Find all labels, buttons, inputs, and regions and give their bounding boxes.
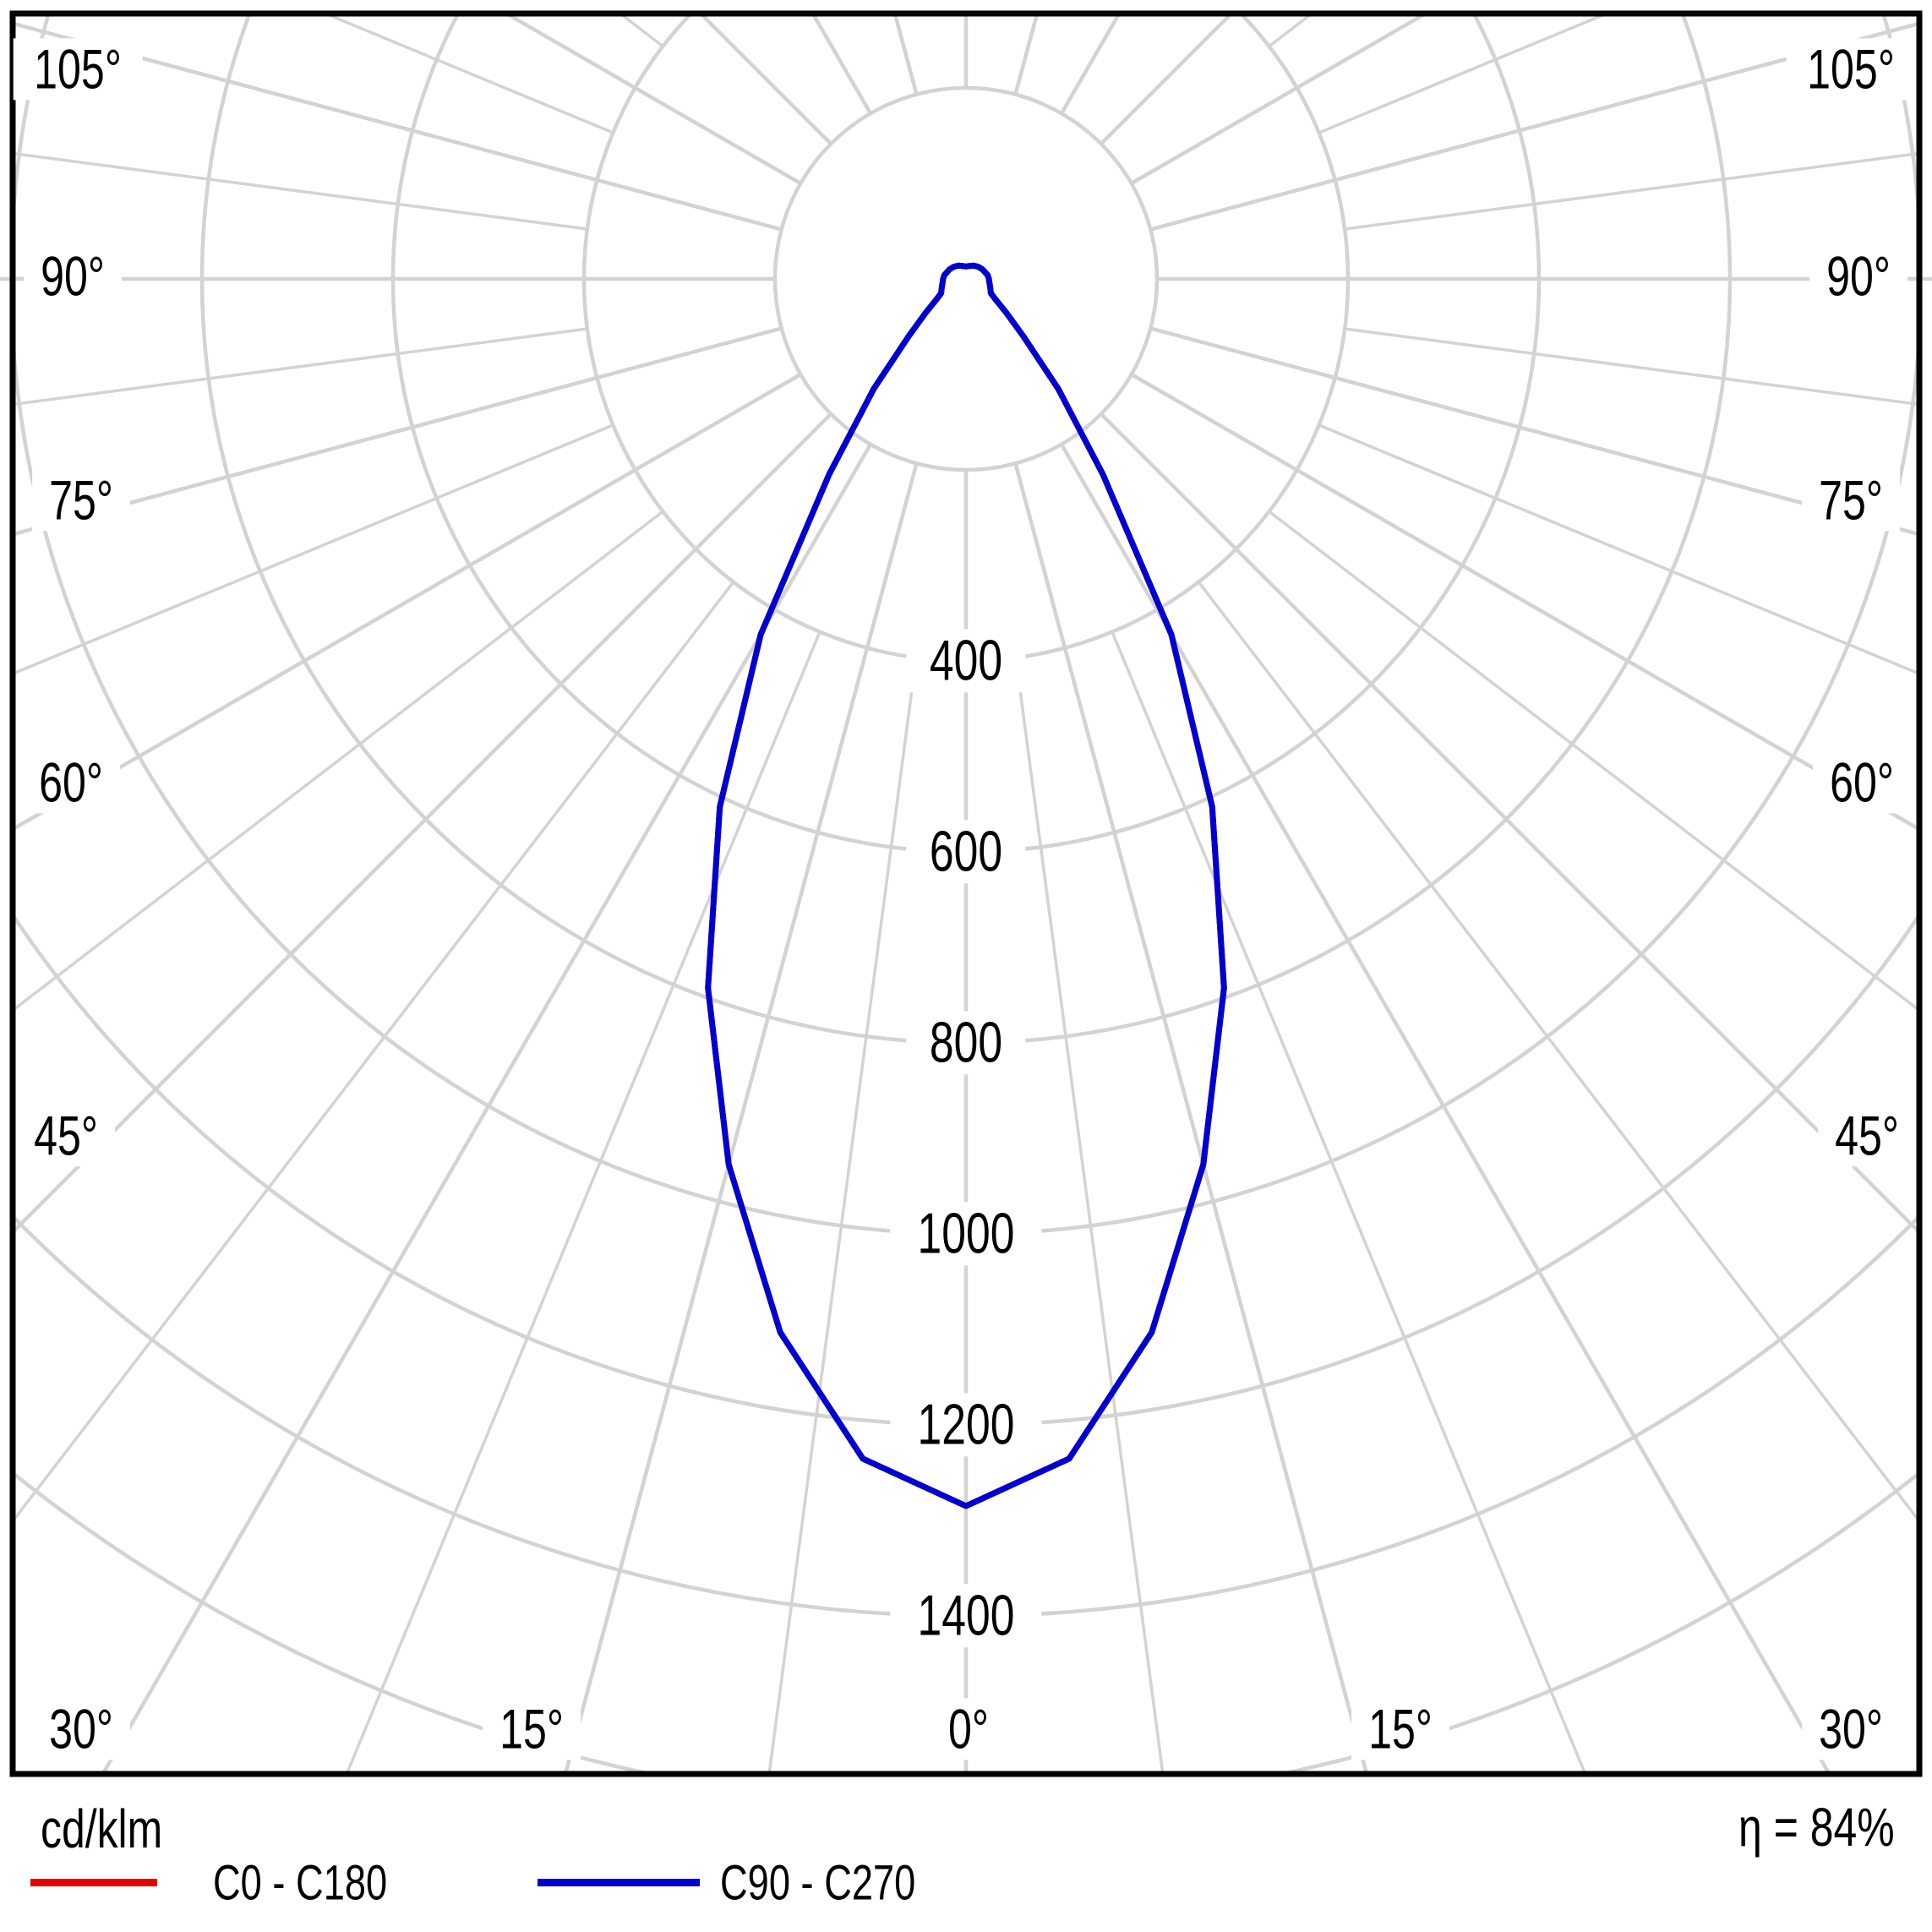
angle-label-left-60: 60° — [22, 751, 120, 814]
legend-label-c0-c180: C0 - C180 — [213, 1855, 388, 1911]
angle-label-right-105: 105° — [1786, 38, 1916, 101]
legend-label-c90-c270: C90 - C270 — [720, 1855, 916, 1911]
units-label: cd/klm — [41, 1798, 163, 1859]
radial-label-600: 600 — [906, 820, 1026, 884]
angle-label-right-90: 90° — [1809, 245, 1907, 308]
angle-label-right-45: 45° — [1818, 1105, 1916, 1167]
radial-label-1400: 1400 — [890, 1584, 1042, 1648]
angle-label-right-60: 60° — [1813, 751, 1911, 814]
angle-label-left-105: 105° — [13, 38, 143, 101]
radial-label-800: 800 — [906, 1011, 1026, 1075]
radial-label-1200: 1200 — [890, 1393, 1042, 1457]
angle-label-bottom-30-right: 30° — [1802, 1698, 1900, 1760]
angle-label-left-90: 90° — [24, 245, 122, 308]
angle-label-left-45: 45° — [17, 1105, 115, 1167]
angle-label-bottom-15-left: 15° — [483, 1698, 581, 1760]
radial-label-1000: 1000 — [890, 1202, 1042, 1266]
legend-swatch-c90-c270 — [538, 1879, 700, 1886]
angle-label-right-75: 75° — [1802, 469, 1900, 532]
angle-label-bottom-30-left: 30° — [32, 1698, 130, 1760]
angle-label-bottom-0: 0° — [935, 1698, 1002, 1760]
angle-label-bottom-15-right: 15° — [1351, 1698, 1449, 1760]
efficiency-label: η = 84% — [1738, 1797, 1895, 1858]
legend-swatch-c0-c180 — [30, 1879, 157, 1886]
angle-label-left-75: 75° — [32, 469, 130, 532]
radial-label-400: 400 — [906, 629, 1026, 693]
